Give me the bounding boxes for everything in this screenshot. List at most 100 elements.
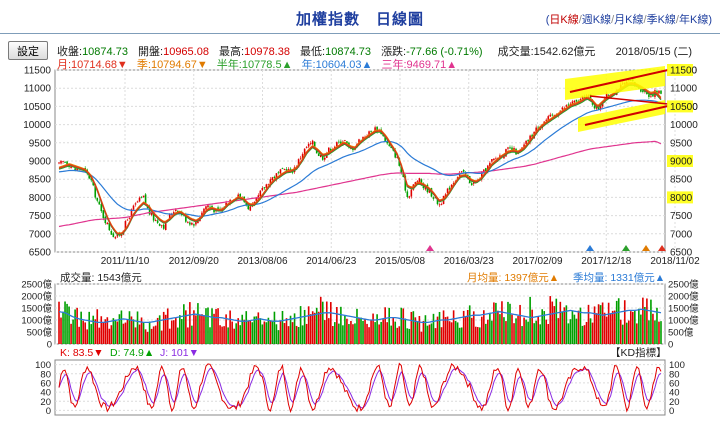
y-tick-label: 6500 — [670, 248, 693, 259]
volume-bar — [386, 322, 388, 344]
period-link-yearly[interactable]: 年K線 — [678, 14, 709, 26]
low-value: 10874.73 — [325, 46, 371, 58]
volume-bar — [625, 322, 628, 344]
ma-quarter-label: 季:10794.67▼ — [136, 59, 208, 71]
volume-bar — [191, 325, 193, 344]
candle-body — [642, 90, 644, 92]
period-link-daily[interactable]: 日K線 — [549, 14, 579, 26]
volume-bar — [84, 322, 86, 344]
candle-body — [472, 181, 475, 184]
quote-date: 2018/05/15 (二) — [615, 46, 692, 58]
volume-bar — [92, 315, 95, 344]
candle-body — [261, 187, 264, 191]
candle-body — [571, 101, 574, 105]
change-label: 漲跌: — [381, 46, 407, 58]
volume-bar — [62, 311, 64, 344]
volume-bar — [98, 327, 101, 344]
volume-bar — [595, 313, 598, 344]
candle-body — [384, 137, 386, 142]
settings-button[interactable]: 設定 — [8, 41, 48, 60]
candle-body — [205, 206, 207, 210]
volume-bar — [68, 306, 70, 344]
candle-body — [94, 184, 97, 198]
candle-body — [491, 159, 493, 162]
y-tick-label: 60 — [669, 378, 680, 389]
volume-bar — [144, 329, 147, 344]
volume-bar — [412, 311, 415, 344]
volume-bar — [543, 311, 546, 344]
candle-body — [311, 140, 314, 145]
k-label: K: 83.5▼ — [60, 347, 104, 359]
volume-bar — [617, 298, 620, 344]
x-tick-label: 2011/11/10 — [101, 256, 150, 267]
volume-bar — [327, 318, 330, 344]
volume-bar — [396, 327, 399, 344]
volume-bar — [652, 313, 654, 344]
candle-body — [66, 161, 68, 166]
period-link-weekly[interactable]: 週K線 — [581, 14, 612, 26]
candle-body — [187, 221, 189, 223]
volume-bar — [571, 310, 574, 344]
candle-body — [388, 144, 390, 146]
j-label: J: 101▼ — [160, 347, 199, 359]
y-tick-label: 8500 — [670, 175, 693, 186]
volume-bar — [96, 309, 99, 344]
candle-body — [346, 141, 348, 144]
candle-body — [495, 158, 497, 160]
candle-body — [110, 231, 113, 235]
open-value: 10965.08 — [163, 46, 209, 58]
candle-body — [561, 107, 564, 110]
volume-bar — [470, 317, 473, 344]
candle-body — [428, 189, 431, 193]
candle-body — [197, 220, 199, 224]
period-link-quarterly[interactable]: 季K線 — [646, 14, 676, 26]
period-link-monthly[interactable]: 月K線 — [614, 14, 644, 26]
volume-bar — [434, 328, 437, 344]
volume-bar — [372, 313, 374, 344]
volume-bar — [521, 326, 523, 344]
volume-bar — [209, 327, 211, 344]
ma-3year-line — [58, 140, 662, 228]
volume-bar — [607, 302, 610, 344]
volume-bar — [563, 307, 566, 344]
candle-body — [317, 153, 320, 156]
low-label: 最低: — [300, 46, 326, 58]
volume-bar — [164, 314, 167, 344]
y-tick-label: 2500億 — [21, 279, 52, 291]
candle-body — [156, 220, 159, 223]
volume-bar — [535, 320, 537, 344]
candle-body — [660, 90, 662, 94]
candle-body — [358, 139, 360, 145]
candle-body — [138, 197, 141, 202]
separator: / — [578, 14, 582, 26]
volume-bar — [476, 327, 479, 344]
volume-bar — [414, 317, 417, 344]
volume-bar — [293, 313, 296, 344]
volume-bar — [227, 327, 229, 344]
volume-bar — [104, 319, 107, 344]
volume-bar — [464, 316, 467, 344]
volume-bar — [553, 306, 556, 344]
volume-bar — [623, 300, 626, 344]
volume-bar — [277, 330, 280, 344]
candle-body — [279, 169, 282, 174]
y-tick-label: 0 — [46, 406, 51, 417]
candle-body — [535, 127, 537, 133]
candle-body — [275, 173, 278, 180]
d-label: D: 74.9▲ — [110, 347, 154, 359]
y-tick-label: 0 — [668, 340, 673, 351]
ma-cross-marker — [622, 245, 630, 251]
volume-bar — [239, 325, 242, 344]
candle-body — [112, 233, 115, 238]
volume-bar — [366, 323, 368, 344]
volume-bar — [201, 314, 203, 344]
candle-body — [462, 169, 465, 172]
candle-body — [370, 131, 372, 132]
candle-body — [104, 216, 107, 224]
volume-bar — [634, 310, 636, 344]
candle-body — [174, 209, 177, 211]
volume-bar — [330, 302, 332, 344]
volume-bar — [559, 301, 562, 344]
candle-body — [207, 205, 209, 208]
volume-bar — [176, 327, 179, 344]
